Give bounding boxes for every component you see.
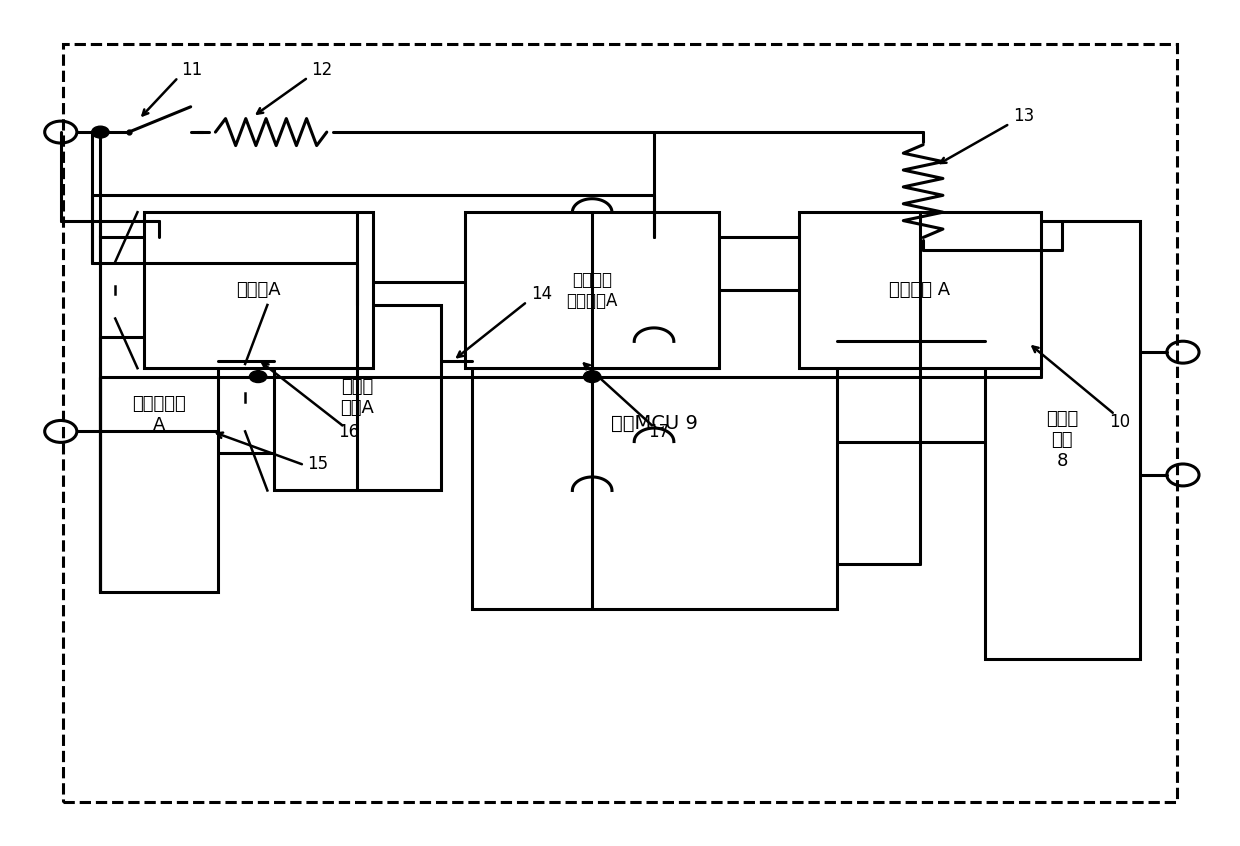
Text: 13: 13 [1013, 107, 1034, 125]
Bar [985, 221, 1140, 659]
Text: 12: 12 [311, 61, 332, 79]
Bar [274, 305, 440, 491]
Text: 15: 15 [308, 455, 329, 474]
Text: 比较器A: 比较器A [236, 281, 280, 299]
Text: 参考电压
调节电路A: 参考电压 调节电路A [567, 271, 618, 310]
Circle shape [92, 126, 109, 138]
Text: 第一MCU 9: 第一MCU 9 [610, 414, 697, 432]
Text: 10: 10 [1109, 413, 1130, 431]
Text: 14: 14 [531, 285, 552, 303]
Text: 存储单元 A: 存储单元 A [889, 281, 951, 299]
Circle shape [584, 371, 601, 382]
Text: 数据转
换器A: 数据转 换器A [340, 378, 374, 417]
Circle shape [249, 371, 267, 382]
Bar [100, 238, 218, 591]
Text: 17: 17 [647, 423, 668, 442]
Bar [144, 212, 372, 368]
Bar [471, 238, 837, 608]
Bar [465, 212, 719, 368]
Text: 通道选择器
A: 通道选择器 A [133, 395, 186, 434]
Text: 逆变器
电路
8: 逆变器 电路 8 [1047, 410, 1079, 470]
Bar [800, 212, 1040, 368]
Text: 11: 11 [181, 61, 202, 79]
Text: 16: 16 [339, 423, 360, 442]
